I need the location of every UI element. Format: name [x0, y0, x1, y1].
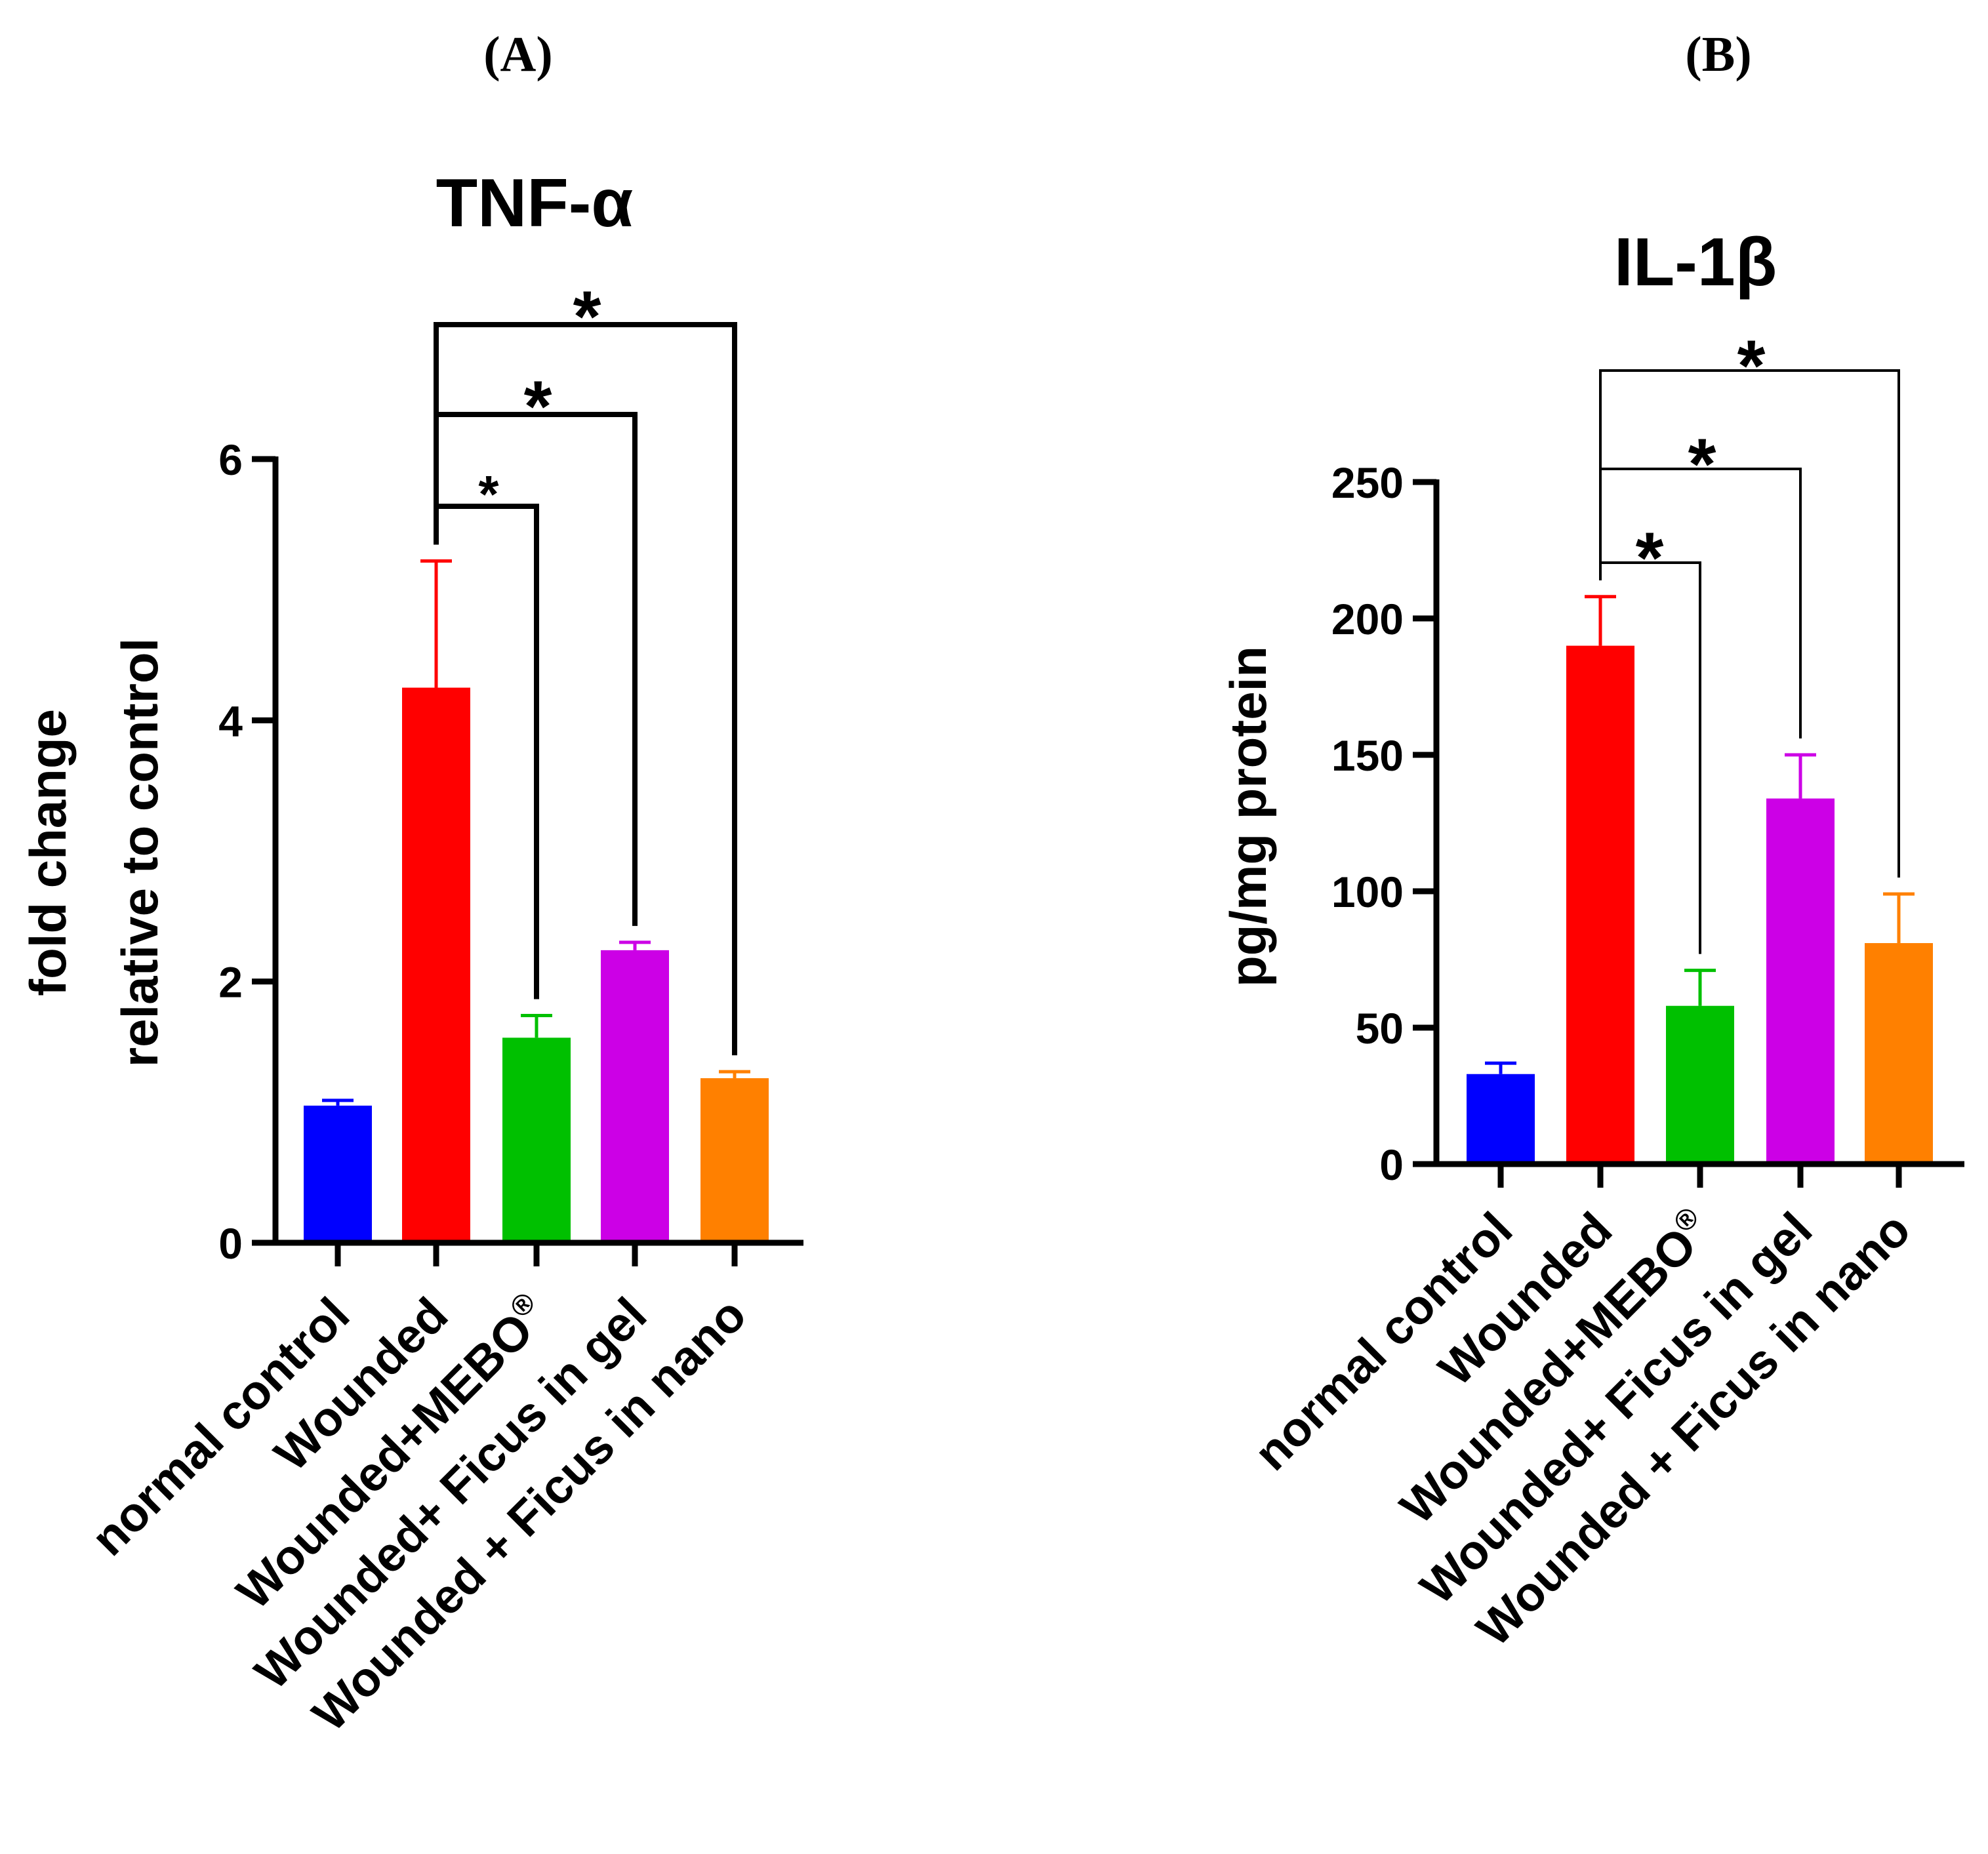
significance-star: *: [1688, 424, 1716, 505]
bar: [1766, 798, 1835, 1164]
bar: [1865, 943, 1933, 1164]
y-tick-label: 250: [1331, 458, 1404, 507]
panel-a: (A) TNF-α fold change relative to control 0 2…: [19, 27, 803, 1742]
y-tick-label: 0: [1379, 1140, 1404, 1189]
bar: [304, 1105, 372, 1243]
significance-bracket: [1599, 369, 1900, 878]
bar: [502, 1038, 571, 1243]
y-axis-label-line: pg/mg protein: [1219, 646, 1277, 987]
significance-star: *: [1737, 326, 1766, 407]
y-axis-label: pg/mg protein: [1219, 646, 1277, 987]
significance-star: *: [573, 277, 601, 357]
y-tick-label: 2: [218, 958, 243, 1007]
significance-bracket: [434, 322, 737, 1056]
chart-title: TNF-α: [436, 165, 634, 241]
y-tick-label: 50: [1356, 1004, 1404, 1053]
bar: [402, 687, 470, 1243]
bar: [1467, 1074, 1535, 1164]
y-tick-label: 6: [218, 435, 243, 484]
panel-label: (A): [483, 27, 553, 82]
significance-star: *: [1636, 518, 1664, 599]
bar: [601, 950, 669, 1243]
bar: [700, 1078, 769, 1243]
bar: [1566, 645, 1634, 1164]
y-tick-label: 200: [1331, 595, 1404, 643]
chart-title: IL-1β: [1614, 224, 1777, 300]
y-axis-label: fold change relative to control: [19, 638, 169, 1067]
significance-star: *: [478, 465, 499, 523]
y-tick-label: 150: [1331, 731, 1404, 780]
y-tick-label: 4: [218, 696, 243, 745]
bar: [1666, 1005, 1734, 1164]
y-tick-label: 100: [1331, 868, 1404, 916]
y-axis-label-line: fold change: [19, 709, 77, 996]
panel-label: (B): [1685, 27, 1751, 82]
y-axis-label-line: relative to control: [111, 638, 169, 1067]
y-tick-label: 0: [218, 1219, 243, 1268]
significance-star: *: [524, 367, 552, 447]
